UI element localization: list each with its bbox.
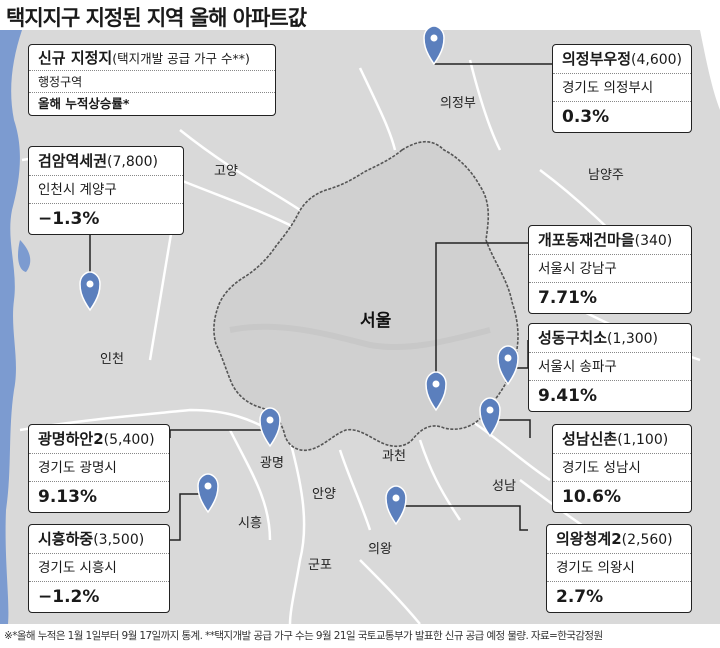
site-rate: 2.7% (556, 587, 604, 607)
footnote: ※*올해 누적은 1월 1일부터 9월 17일까지 통계. **택지개발 공급 … (4, 630, 603, 642)
place-label-anyang: 안양 (312, 487, 336, 502)
site-rate: 7.71% (538, 288, 597, 308)
place-label-gwangmyeong: 광명 (260, 456, 284, 471)
place-label-uiwang: 의왕 (368, 542, 392, 557)
site-district: 경기도 시흥시 (29, 554, 169, 582)
site-name: 성동구치소 (538, 329, 608, 347)
site-box-uijeongbu-ujeong: 의정부우정(4,600) 경기도 의정부시 0.3% (552, 44, 692, 133)
map-pin-icon (197, 473, 219, 514)
place-label-gunpo: 군포 (308, 558, 332, 573)
site-name: 의정부우정 (562, 50, 632, 68)
place-label-gwacheon: 과천 (382, 449, 406, 464)
site-name: 광명하안2 (38, 430, 104, 448)
site-box-seongnam-sinchon: 성남신촌(1,100) 경기도 성남시 10.6% (552, 424, 692, 513)
map-pin-icon (259, 407, 281, 448)
map-pin-icon (79, 271, 101, 312)
map-pin-icon (425, 371, 447, 412)
map-pin-icon (479, 397, 501, 438)
site-units: (4,600) (631, 52, 683, 68)
site-district: 경기도 광명시 (29, 454, 169, 482)
map-pin-icon (423, 25, 445, 66)
place-label-goyang: 고양 (214, 164, 238, 179)
site-district: 경기도 성남시 (553, 454, 691, 482)
legend-district-label: 행정구역 (29, 71, 275, 93)
site-district: 경기도 의왕시 (547, 554, 691, 582)
site-name: 성남신촌 (562, 430, 618, 448)
legend-rate-label: 올해 누적상승률* (38, 96, 130, 111)
page-title: 택지지구 지정된 지역 올해 아파트값 (6, 6, 307, 30)
site-units: (1,300) (607, 331, 659, 347)
map-pin-icon (385, 485, 407, 526)
site-units: (5,400) (103, 432, 155, 448)
site-box-gwangmyeong-haan2: 광명하안2(5,400) 경기도 광명시 9.13% (28, 424, 170, 513)
place-label-seongnam: 성남 (492, 479, 516, 494)
site-name: 검암역세권 (38, 152, 108, 170)
place-label-namyangju: 남양주 (588, 168, 624, 183)
site-name: 의왕청계2 (556, 530, 622, 548)
map-pin-icon (497, 345, 519, 386)
site-name: 개포동재건마을 (538, 231, 635, 249)
site-box-seongdong-prison: 성동구치소(1,300) 서울시 송파구 9.41% (528, 323, 692, 412)
legend-box: 신규 지정지(택지개발 공급 가구 수**) 행정구역 올해 누적상승률* (28, 44, 276, 116)
site-district: 경기도 의정부시 (553, 74, 691, 102)
site-rate: 10.6% (562, 487, 621, 507)
place-label-seoul: 서울 (360, 311, 392, 331)
site-name: 시흥하중 (38, 530, 94, 548)
place-label-uijeongbu: 의정부 (440, 96, 476, 111)
site-units: (3,500) (93, 532, 145, 548)
site-district: 인천시 계양구 (29, 176, 183, 204)
site-box-uiwang-cheonggye2: 의왕청계2(2,560) 경기도 의왕시 2.7% (546, 524, 692, 613)
site-units: (2,560) (621, 532, 673, 548)
site-rate: 9.41% (538, 386, 597, 406)
place-label-siheung: 시흥 (238, 516, 262, 531)
site-box-gaepo: 개포동재건마을(340) 서울시 강남구 7.71% (528, 225, 692, 314)
site-units: (7,800) (107, 154, 159, 170)
place-label-incheon: 인천 (100, 352, 124, 367)
site-rate: −1.2% (38, 587, 100, 607)
seoul-boundary (213, 140, 519, 452)
site-district: 서울시 송파구 (529, 353, 691, 381)
site-rate: 9.13% (38, 487, 97, 507)
site-units: (1,100) (617, 432, 669, 448)
site-rate: 0.3% (562, 107, 610, 127)
site-units: (340) (634, 233, 673, 249)
site-rate: −1.3% (38, 209, 100, 229)
legend-site-label: 신규 지정지(택지개발 공급 가구 수**) (29, 45, 275, 71)
site-box-siheung-hajung: 시흥하중(3,500) 경기도 시흥시 −1.2% (28, 524, 170, 613)
sea-area (0, 30, 22, 624)
site-box-geomam: 검암역세권(7,800) 인천시 계양구 −1.3% (28, 146, 184, 235)
site-district: 서울시 강남구 (529, 255, 691, 283)
